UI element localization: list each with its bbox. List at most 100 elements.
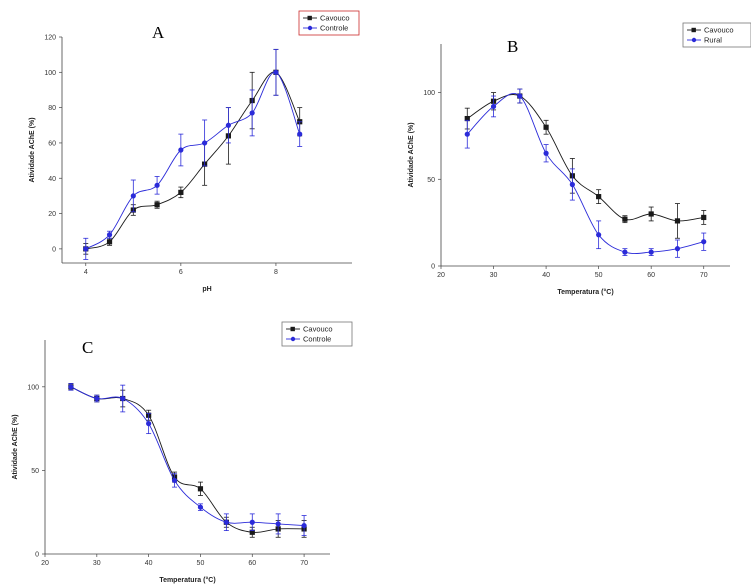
legend-marker xyxy=(307,25,313,31)
data-point xyxy=(197,504,204,510)
legend-frame xyxy=(281,321,353,347)
legend-label: Controle xyxy=(320,24,348,33)
legend-label: Cavouco xyxy=(704,26,734,35)
data-point xyxy=(596,194,602,200)
x-tick-label: 60 xyxy=(647,272,655,279)
x-tick-label: 6 xyxy=(179,269,183,276)
data-point xyxy=(154,202,160,208)
x-tick-label: 4 xyxy=(84,269,88,276)
series-line xyxy=(70,386,305,527)
data-point xyxy=(94,395,100,402)
data-point xyxy=(197,486,204,492)
data-point xyxy=(701,214,707,221)
legend-marker xyxy=(691,27,696,33)
data-point xyxy=(622,216,628,222)
series-rural xyxy=(464,88,707,258)
data-point xyxy=(106,239,113,245)
x-tick-label: 20 xyxy=(41,560,49,567)
y-tick-label: 0 xyxy=(35,552,39,559)
y-axis-title: Atividade AChE (%) xyxy=(12,414,19,479)
legend-marker xyxy=(290,336,296,342)
series-controle xyxy=(83,48,303,260)
legend-frame xyxy=(682,22,751,48)
x-tick-label: 50 xyxy=(595,272,603,279)
data-point xyxy=(543,150,549,156)
x-axis-title: Temperatura (°C) xyxy=(159,576,215,584)
x-tick-label: 70 xyxy=(700,272,708,279)
series-line xyxy=(70,386,305,533)
data-point xyxy=(517,93,523,99)
legend-frame xyxy=(298,10,360,36)
series-cavouco xyxy=(83,48,303,255)
panel-label: A xyxy=(152,23,165,42)
data-point xyxy=(225,122,231,128)
data-point xyxy=(171,477,178,484)
data-point xyxy=(464,131,470,137)
y-tick-label: 50 xyxy=(31,468,39,475)
x-tick-label: 50 xyxy=(197,560,205,567)
legend-label: Rural xyxy=(704,36,722,45)
panel-label: B xyxy=(507,37,518,56)
legend-label: Cavouco xyxy=(303,325,333,334)
panel-label: C xyxy=(82,338,93,357)
y-tick-label: 50 xyxy=(427,177,435,184)
data-point xyxy=(202,140,208,146)
x-tick-label: 40 xyxy=(542,272,550,279)
x-tick-label: 60 xyxy=(248,560,256,567)
data-point xyxy=(146,420,152,427)
y-tick-label: 40 xyxy=(48,176,56,183)
data-point xyxy=(490,103,497,110)
y-tick-label: 100 xyxy=(44,70,56,77)
data-point xyxy=(674,218,681,224)
data-point xyxy=(249,519,255,525)
y-axis-title: Atividade AChE (%) xyxy=(408,122,415,187)
series-line xyxy=(467,94,704,222)
legend-label: Controle xyxy=(303,335,331,344)
data-point xyxy=(648,211,654,217)
legend-marker xyxy=(307,15,312,21)
y-tick-label: 0 xyxy=(52,246,56,253)
y-tick-label: 60 xyxy=(48,140,56,147)
y-axis-title: Atividade AChE (%) xyxy=(29,117,36,182)
series-cavouco xyxy=(68,383,307,538)
data-point xyxy=(543,124,549,130)
series-line xyxy=(466,93,704,254)
series-cavouco xyxy=(464,88,707,239)
x-tick-label: 70 xyxy=(300,560,308,567)
panel-b: 0 50 100 20 30 40 50 60 70 Temperatura (°C) Ativid… xyxy=(408,22,751,296)
x-axis-title: Temperatura (°C) xyxy=(557,288,613,296)
data-point xyxy=(249,110,255,116)
data-point xyxy=(106,232,113,238)
data-point xyxy=(622,249,628,255)
data-point xyxy=(596,232,602,238)
data-point xyxy=(674,246,681,252)
legend-label: Cavouco xyxy=(320,14,350,23)
data-point xyxy=(297,131,303,137)
x-tick-label: 30 xyxy=(490,272,498,279)
data-point xyxy=(178,147,184,153)
data-point xyxy=(68,384,74,390)
x-tick-label: 30 xyxy=(93,560,101,567)
y-tick-label: 100 xyxy=(423,90,435,97)
data-point xyxy=(273,69,279,75)
series-line xyxy=(85,71,301,250)
x-axis-title: pH xyxy=(202,286,211,293)
data-point xyxy=(178,189,184,195)
data-point xyxy=(120,395,126,402)
data-point xyxy=(83,246,89,252)
legend-marker xyxy=(290,326,295,332)
y-tick-label: 80 xyxy=(48,105,56,112)
x-tick-label: 20 xyxy=(437,272,445,279)
x-tick-label: 40 xyxy=(145,560,153,567)
y-tick-label: 120 xyxy=(44,35,56,42)
series-controle xyxy=(68,383,307,537)
panel-c: 0 50 100 20 30 40 50 60 70 Temperatura (°C) Ativid… xyxy=(12,321,353,584)
panel-a: 0 20 40 60 80 100 120 4 6 8 pH Atividade AChE (%) A C… xyxy=(29,10,360,293)
x-tick-label: 8 xyxy=(274,269,278,276)
data-point xyxy=(569,181,575,188)
data-point xyxy=(301,522,307,529)
